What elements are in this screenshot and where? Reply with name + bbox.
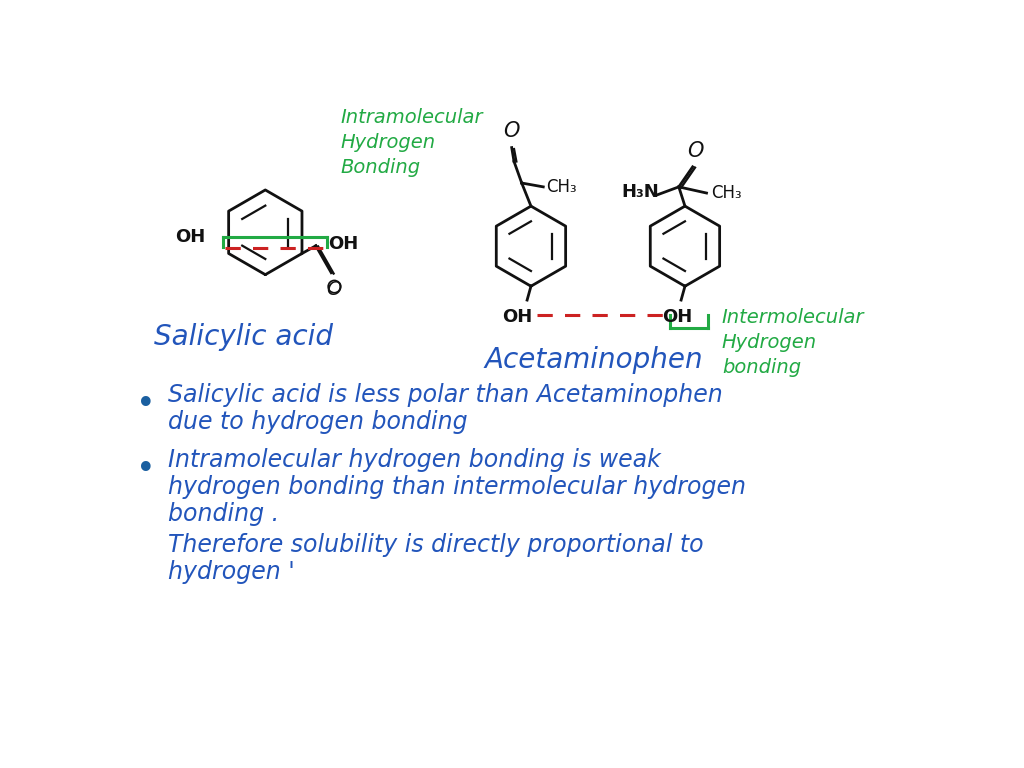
Text: Intramolecular
Hydrogen
Bonding: Intramolecular Hydrogen Bonding <box>341 108 483 177</box>
Text: •: • <box>136 452 156 485</box>
Text: Therefore solubility is directly proportional to: Therefore solubility is directly proport… <box>168 532 703 557</box>
Text: OH: OH <box>663 308 692 326</box>
Text: O: O <box>327 280 342 300</box>
Text: hydrogen bonding than intermolecular hydrogen: hydrogen bonding than intermolecular hyd… <box>168 475 745 499</box>
Text: •: • <box>136 388 156 421</box>
Text: Intramolecular hydrogen bonding is weak: Intramolecular hydrogen bonding is weak <box>168 448 660 472</box>
Text: OH: OH <box>328 235 358 253</box>
Text: bonding .: bonding . <box>168 502 279 526</box>
Text: CH₃: CH₃ <box>547 178 577 196</box>
Text: H₃N: H₃N <box>622 184 659 201</box>
Text: due to hydrogen bonding: due to hydrogen bonding <box>168 410 467 434</box>
Text: CH₃: CH₃ <box>711 184 741 202</box>
Text: OH: OH <box>175 227 206 246</box>
Text: Salicylic acid: Salicylic acid <box>154 323 333 351</box>
Text: O: O <box>687 141 703 161</box>
Text: O: O <box>504 121 520 141</box>
Text: Acetaminophen: Acetaminophen <box>484 346 703 374</box>
Text: Intermolecular
Hydrogen
bonding: Intermolecular Hydrogen bonding <box>722 308 864 377</box>
Text: OH: OH <box>502 308 532 326</box>
Text: hydrogen ': hydrogen ' <box>168 560 294 584</box>
Text: Salicylic acid is less polar than Acetaminophen: Salicylic acid is less polar than Acetam… <box>168 383 722 407</box>
